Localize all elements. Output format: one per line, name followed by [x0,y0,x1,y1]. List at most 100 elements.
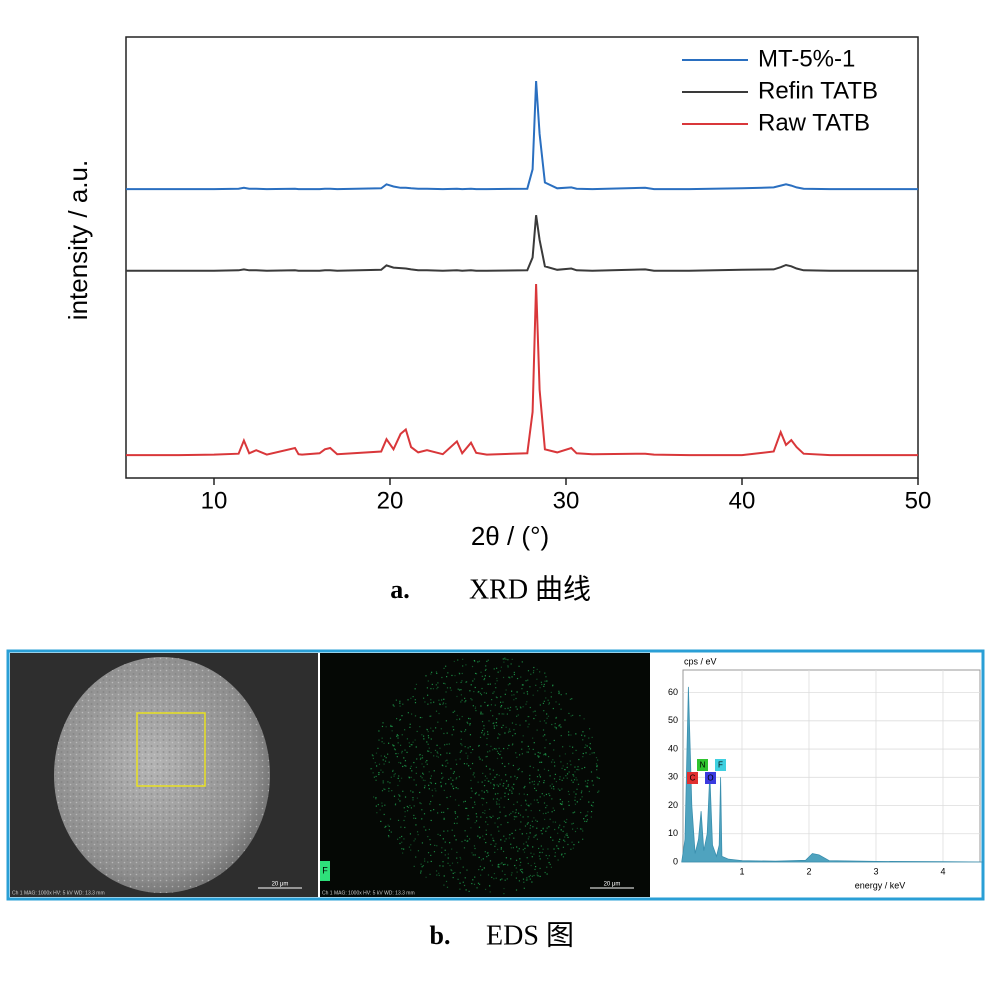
dot [584,746,586,749]
dot [400,826,402,828]
dot [492,769,494,771]
dot [373,776,375,778]
dot [506,878,508,880]
dot [493,872,496,875]
dot [495,877,497,879]
dot [447,672,449,674]
dot [456,822,458,824]
dot [497,733,500,735]
dot [454,811,456,813]
dot [547,857,549,860]
dot [487,780,489,782]
dot [543,710,545,712]
dot [576,779,578,781]
dot [495,721,497,724]
dot [396,756,398,758]
dot [542,729,545,731]
dot [455,839,457,841]
dot [446,743,448,745]
dot [426,763,428,765]
dot [546,713,548,715]
dot [489,768,491,770]
dot [456,816,459,818]
dot [535,819,537,821]
dot [496,718,498,720]
dot [382,722,384,724]
dot [404,729,406,731]
dot [514,864,516,867]
dot [462,665,464,667]
dot [458,673,461,675]
dot [489,885,491,887]
dot [401,752,403,754]
dot [428,788,430,790]
dot [511,694,513,696]
dot [443,698,445,700]
dot [422,865,424,867]
dot [500,750,502,752]
dot [429,803,431,805]
dot [507,785,509,787]
dot [478,660,481,662]
dot [536,799,538,801]
dot [533,799,536,801]
dot [409,767,412,769]
dot [410,790,412,792]
dot [385,825,387,828]
dot [459,758,461,760]
dot [383,813,385,816]
dot [466,721,468,723]
dot [523,881,525,883]
dot [471,790,473,792]
dot [478,869,480,871]
dot [545,793,548,796]
dot [438,874,440,877]
dot [482,858,484,860]
dot [427,861,429,863]
dot [491,699,493,701]
dot [439,865,441,867]
dot [574,771,576,773]
dot [506,780,508,782]
dot [584,735,586,737]
dot [481,804,484,806]
dot [544,753,547,755]
dot [417,834,419,836]
dot [520,707,522,709]
dot [428,750,430,752]
plot-frame [125,36,919,479]
dot [534,753,536,755]
dot [536,838,539,840]
dot [449,842,451,844]
dot [546,873,548,875]
dot [470,787,472,789]
dot [459,888,461,890]
dot [507,731,510,734]
dot [479,692,482,694]
dot [493,783,495,786]
dot [483,734,485,736]
dot [479,836,481,838]
dot [490,704,493,706]
dot [533,874,535,877]
dot [443,817,445,819]
dot [513,837,515,839]
dot [478,856,480,859]
dot [485,668,487,671]
peak-label: N [700,761,706,770]
dot [449,687,451,689]
dot [461,699,463,701]
dot [526,879,529,881]
dot [410,743,412,746]
dot [460,681,462,684]
dot [379,809,381,811]
dot [430,854,432,857]
dot [596,776,598,778]
dot [429,838,431,841]
dot [552,707,554,710]
dot [572,812,574,814]
dot [413,779,415,781]
dot [503,835,505,837]
dot [467,814,469,817]
dot [378,771,380,774]
